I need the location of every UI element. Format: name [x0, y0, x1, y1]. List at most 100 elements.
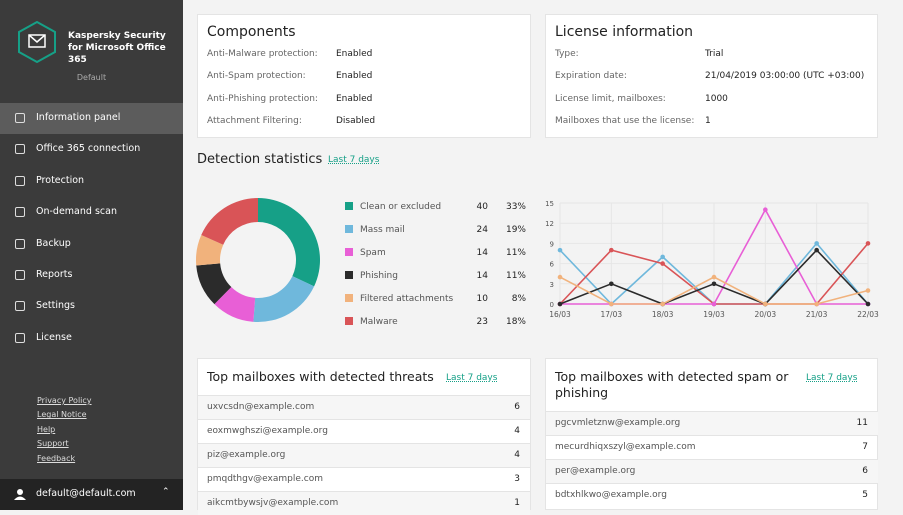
table-row[interactable]: bdtxhlkwo@example.org 5	[546, 483, 878, 507]
nav-label: Backup	[36, 237, 71, 249]
table-row[interactable]: piz@example.org 4	[198, 443, 530, 467]
section-title: Detection statistics	[197, 152, 323, 167]
mailbox: aikcmtbywsjv@example.com	[207, 498, 339, 508]
count: 5	[862, 490, 868, 500]
mailbox: piz@example.org	[207, 450, 286, 460]
nav-icon	[15, 238, 25, 249]
series-point	[711, 281, 717, 287]
legend-percent: 33%	[506, 202, 526, 212]
legend-percent: 19%	[506, 225, 526, 235]
nav-item[interactable]: On-demand scan	[0, 197, 183, 228]
nav-icon	[15, 144, 25, 155]
legend-count: 10	[477, 294, 489, 304]
info-label: Type:	[555, 49, 579, 59]
series-point	[609, 281, 614, 287]
legend-swatch	[345, 202, 353, 210]
info-label: Anti-Phishing protection:	[207, 93, 318, 104]
legend-swatch	[345, 294, 353, 302]
panel-title: Top mailboxes with detected spam or phis…	[555, 369, 789, 400]
table-row[interactable]: mecurdhiqxszyl@example.com 7	[546, 435, 878, 459]
donut-segment	[201, 198, 258, 245]
info-label: Mailboxes that use the license:	[555, 115, 695, 126]
nav-icon	[15, 207, 25, 218]
logo	[18, 21, 56, 63]
info-label: Anti-Spam protection:	[207, 71, 306, 82]
panel-title: Components	[207, 24, 296, 40]
nav-item[interactable]: Backup	[0, 229, 183, 260]
donut-segment	[253, 276, 315, 322]
series-point	[865, 241, 871, 246]
legend-count: 14	[477, 271, 489, 281]
nav-item[interactable]: Protection	[0, 166, 183, 197]
nav-item[interactable]: License	[0, 323, 183, 354]
user-icon	[14, 489, 26, 500]
legend-label: Filtered attachments	[360, 294, 453, 304]
nav-item[interactable]: Information panel	[0, 103, 183, 134]
user-bar[interactable]: default@default.com ⌃	[0, 479, 183, 510]
count: 4	[514, 426, 520, 436]
series-point	[711, 274, 717, 280]
table-row[interactable]: aikcmtbywsjv@example.com 1	[198, 491, 530, 515]
count: 6	[862, 466, 868, 476]
table-row[interactable]: pgcvmletznw@example.org 11	[546, 411, 878, 435]
spam-panel: Top mailboxes with detected spam or phis…	[545, 358, 878, 510]
footer-link[interactable]: Feedback	[37, 453, 76, 463]
mailbox: pmqdthgv@example.com	[207, 474, 323, 484]
table-row[interactable]: eoxmwghszi@example.org 4	[198, 419, 530, 443]
legend-percent: 11%	[506, 248, 526, 258]
footer-link[interactable]: Privacy Policy	[37, 396, 92, 405]
nav-icon	[15, 270, 25, 280]
period-select[interactable]: Last 7 days	[806, 373, 858, 383]
footer-link[interactable]: Legal Notice	[37, 410, 87, 420]
footer-link[interactable]: Support	[37, 439, 69, 449]
panel-title: Top mailboxes with detected threats	[207, 369, 434, 384]
license-panel: License information Type: Trial Expiration…	[545, 14, 878, 138]
nav-icon	[15, 332, 25, 343]
mailbox: per@example.org	[555, 466, 636, 476]
nav-icon	[15, 175, 25, 186]
legend-percent: 11%	[506, 271, 526, 281]
series-point	[660, 301, 665, 307]
mailbox: eoxmwghszi@example.org	[207, 426, 328, 436]
user-email: default@default.com	[36, 488, 136, 499]
count: 1	[514, 498, 520, 508]
donut-segment	[196, 263, 232, 305]
nav-item[interactable]: Office 365 connection	[0, 134, 183, 165]
legend-percent: 8%	[512, 294, 527, 304]
x-tick-label: 22/03	[857, 310, 879, 319]
series-point	[711, 301, 717, 307]
table-row[interactable]: per@example.org 6	[546, 459, 878, 483]
info-value: Enabled	[336, 49, 373, 59]
series-point	[763, 301, 768, 307]
legend-label: Malware	[360, 317, 398, 327]
nav-label: Information panel	[36, 112, 121, 123]
period-select[interactable]: Last 7 days	[446, 373, 498, 383]
info-value: Trial	[705, 49, 724, 59]
nav-item[interactable]: Settings	[0, 291, 183, 322]
info-value: Disabled	[336, 115, 376, 126]
series-point	[814, 241, 819, 246]
x-tick-label: 20/03	[755, 310, 777, 319]
table-row[interactable]: pmqdthgv@example.com 3	[198, 467, 530, 491]
count: 7	[862, 442, 868, 452]
legend-label: Clean or excluded	[360, 202, 441, 212]
legend-swatch	[345, 248, 353, 256]
components-panel: Components Anti-Malware protection: Enabl…	[197, 14, 531, 138]
info-value: 1	[705, 115, 711, 126]
series-point	[814, 301, 819, 307]
info-value: Enabled	[336, 71, 373, 82]
x-tick-label: 18/03	[652, 310, 674, 319]
nav-item[interactable]: Reports	[0, 260, 183, 291]
profile: Default	[76, 73, 107, 82]
period-select[interactable]: Last 7 days	[328, 155, 380, 165]
series-point	[763, 207, 768, 213]
mailbox: bdtxhlkwo@example.org	[555, 490, 667, 500]
footer-link[interactable]: Help	[37, 424, 56, 434]
info-label: Anti-Malware protection:	[207, 49, 318, 59]
legend-swatch	[345, 317, 353, 325]
table-row[interactable]: uxvcsdn@example.com 6	[198, 395, 530, 419]
series-point	[814, 247, 819, 253]
donut-segment	[196, 235, 224, 266]
series-point	[609, 301, 614, 307]
y-tick-label: 3	[550, 281, 554, 289]
